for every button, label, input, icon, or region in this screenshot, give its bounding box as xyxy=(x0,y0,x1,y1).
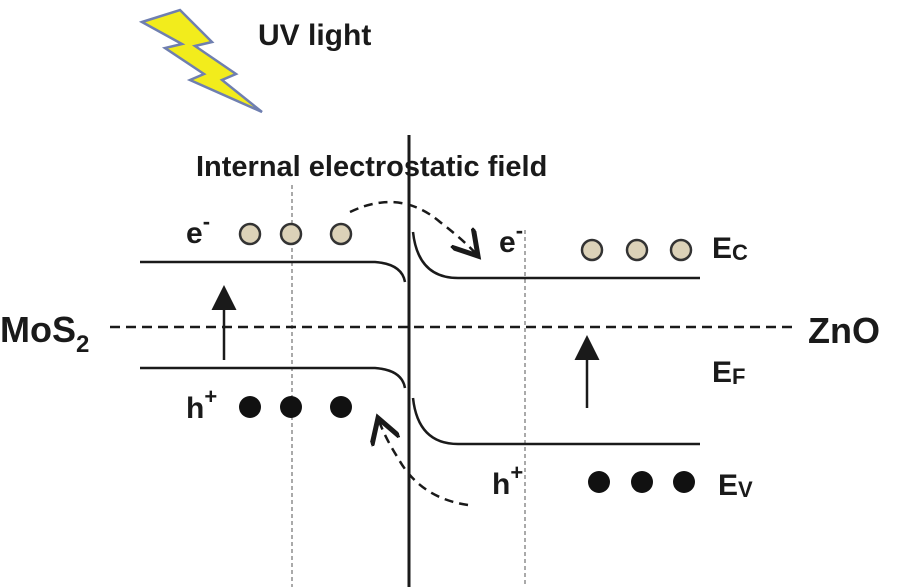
zno-valence-band xyxy=(411,397,700,446)
hole xyxy=(330,396,352,418)
hole xyxy=(673,471,695,493)
electron-label-zno: e- xyxy=(499,218,523,259)
zno-holes xyxy=(588,471,695,493)
hole xyxy=(280,396,302,418)
valence-band-label: EV xyxy=(718,469,753,502)
zno-conduction-band xyxy=(411,231,700,280)
hole xyxy=(631,471,653,493)
conduction-band-label: EC xyxy=(712,232,748,265)
hole-transfer-arrow xyxy=(378,418,469,507)
mos2-electrons xyxy=(238,222,353,246)
electron xyxy=(580,238,604,262)
hole xyxy=(239,396,261,418)
hole xyxy=(588,471,610,493)
zno-electrons xyxy=(580,238,693,262)
electron-transfer-arrow xyxy=(349,200,478,256)
electron xyxy=(669,238,693,262)
electron xyxy=(329,222,353,246)
mos2-holes xyxy=(239,396,352,418)
fermi-level-label: EF xyxy=(712,356,745,389)
electron xyxy=(279,222,303,246)
field-label: Internal electrostatic field xyxy=(196,151,547,183)
mos2-label: MoS2 xyxy=(0,309,89,358)
uv-light-label: UV light xyxy=(258,19,371,52)
lightning-icon xyxy=(138,8,263,114)
electron xyxy=(625,238,649,262)
hole-label-mos2: h+ xyxy=(186,384,217,425)
electron xyxy=(238,222,262,246)
mos2-conduction-band xyxy=(140,260,407,283)
electron-label-mos2: e- xyxy=(186,209,210,250)
zno-label: ZnO xyxy=(808,310,880,351)
mos2-valence-band xyxy=(140,366,407,389)
hole-label-zno: h+ xyxy=(492,460,523,501)
